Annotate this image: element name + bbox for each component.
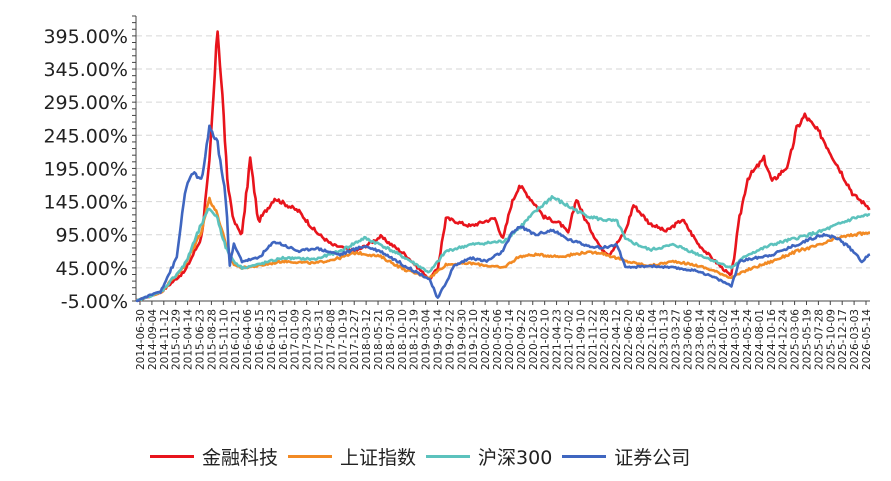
x-tick-label: 2017-01-09 [290, 309, 302, 370]
gridlines [136, 35, 870, 269]
x-tick-label: 2022-08-26 [635, 309, 647, 370]
x-tick-label: 2021-07-02 [563, 309, 575, 370]
x-tick-label: 2018-05-21 [373, 309, 385, 370]
x-tick-label: 2020-05-06 [492, 309, 504, 370]
legend-swatch [150, 455, 194, 458]
x-tick-label: 2015-04-14 [183, 309, 195, 370]
x-tick-label: 2022-01-28 [599, 309, 611, 370]
x-tick-label: 2023-06-06 [682, 309, 694, 370]
x-tick-label: 2015-08-28 [206, 309, 218, 370]
legend-swatch [426, 455, 471, 458]
x-tick-label: 2020-09-22 [516, 309, 528, 370]
x-tick-label: 2014-06-30 [135, 309, 147, 370]
legend-swatch [288, 455, 333, 458]
x-tick-label: 2024-10-16 [766, 309, 778, 370]
x-axis: 2014-06-30 2014-09-04 2014-11-12 2015-01-29… [135, 300, 873, 370]
series-line [135, 124, 871, 303]
series-line [135, 30, 871, 302]
x-tick-label: 2023-01-13 [659, 309, 671, 370]
x-tick-label: 2016-11-01 [278, 309, 290, 370]
y-tick-label: 345.00% [43, 59, 128, 81]
x-tick-label: 2021-11-22 [587, 309, 599, 370]
x-tick-label: 2018-03-12 [361, 309, 373, 370]
x-tick-label: 2024-08-01 [754, 309, 766, 370]
x-tick-label: 2017-03-20 [302, 309, 314, 370]
x-tick-label: 2021-02-10 [540, 309, 552, 370]
x-tick-label: 2020-07-14 [504, 309, 516, 370]
legend-item: 金融科技 [150, 443, 278, 470]
x-tick-label: 2025-05-19 [801, 309, 813, 370]
legend-item: 上证指数 [288, 443, 416, 470]
x-tick-label: 2018-12-19 [409, 309, 421, 370]
x-tick-label: 2025-10-09 [825, 309, 837, 370]
y-tick-label: 45.00% [56, 258, 128, 280]
x-tick-label: 2025-07-28 [813, 309, 825, 370]
x-tick-label: 2016-08-23 [266, 309, 278, 370]
x-tick-label: 2022-06-20 [623, 309, 635, 370]
x-tick-label: 2014-09-04 [147, 309, 159, 370]
y-tick-label: 195.00% [43, 158, 128, 180]
legend-item: 证券公司 [562, 443, 690, 470]
x-tick-label: 2024-03-14 [730, 309, 742, 370]
x-tick-label: 2020-02-24 [480, 309, 492, 370]
x-tick-label: 2024-05-24 [742, 309, 754, 370]
x-tick-label: 2014-11-12 [159, 309, 171, 370]
legend: 金融科技 上证指数 沪深300 证券公司 [150, 443, 700, 470]
legend-label: 证券公司 [614, 447, 691, 469]
y-tick-label: 145.00% [43, 192, 128, 214]
x-tick-label: 2024-01-02 [718, 309, 730, 370]
x-tick-label: 2023-03-27 [671, 309, 683, 370]
y-tick-label: 95.00% [56, 225, 128, 247]
x-tick-label: 2019-07-22 [444, 309, 456, 370]
y-axis: 395.00% 345.00% 295.00% 245.00% 195.00% 145.0… [43, 15, 137, 313]
x-tick-label: 2021-04-23 [552, 309, 564, 370]
x-tick-label: 2019-12-10 [468, 309, 480, 370]
x-tick-label: 2016-01-21 [230, 309, 242, 370]
x-tick-label: 2026-03-03 [849, 309, 861, 370]
legend-item: 沪深300 [426, 443, 552, 470]
y-tick-label: 395.00% [43, 26, 128, 48]
x-tick-label: 2024-12-24 [778, 309, 790, 370]
x-tick-label: 2018-10-10 [397, 309, 409, 370]
x-tick-label: 2017-08-08 [325, 309, 337, 370]
x-tick-label: 2020-12-03 [528, 309, 540, 370]
x-tick-label: 2023-10-24 [706, 309, 718, 370]
x-tick-label: 2022-04-12 [611, 309, 623, 370]
x-tick-label: 2026-05-14 [861, 309, 873, 370]
x-tick-label: 2017-12-27 [349, 309, 361, 370]
x-tick-label: 2023-08-14 [694, 309, 706, 370]
x-tick-label: 2018-07-30 [385, 309, 397, 370]
x-tick-label: 2015-11-10 [218, 309, 230, 370]
x-tick-label: 2022-11-04 [647, 309, 659, 370]
x-tick-label: 2025-03-06 [790, 309, 802, 370]
x-tick-label: 2017-10-19 [337, 309, 349, 370]
x-tick-label: 2019-03-04 [421, 309, 433, 370]
x-tick-label: 2016-04-06 [242, 309, 254, 370]
legend-label: 上证指数 [340, 447, 417, 469]
x-tick-label: 2019-05-14 [433, 309, 445, 370]
series-line [135, 195, 871, 302]
legend-label: 沪深300 [478, 447, 553, 469]
y-tick-label: -5.00% [61, 291, 128, 313]
y-tick-label: 245.00% [43, 125, 128, 147]
x-tick-label: 2019-09-30 [456, 309, 468, 370]
legend-swatch [562, 455, 607, 458]
x-tick-label: 2017-05-31 [314, 309, 326, 370]
series-lines [135, 30, 871, 303]
x-tick-label: 2021-09-10 [575, 309, 587, 370]
x-tick-label: 2025-12-17 [837, 309, 849, 370]
y-tick-label: 295.00% [43, 92, 128, 114]
legend-label: 金融科技 [202, 447, 279, 469]
x-tick-label: 2016-06-15 [254, 309, 266, 370]
x-tick-label: 2015-01-29 [171, 309, 183, 370]
x-tick-label: 2015-06-23 [195, 309, 207, 370]
